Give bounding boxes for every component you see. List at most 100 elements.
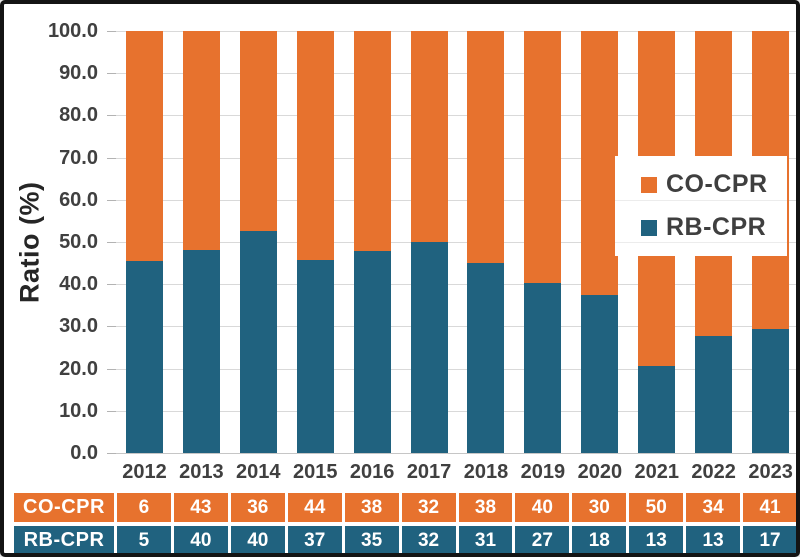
x-tick-label: 2013 (179, 460, 224, 483)
rb-cpr-bar-segment (296, 260, 334, 453)
plot-area: CO-CPR RB-CPR (116, 31, 796, 454)
co-cpr-bar-segment (410, 31, 448, 242)
bar-column (344, 31, 401, 453)
stacked-bar (182, 31, 220, 453)
co-cpr-bar-segment (296, 31, 334, 261)
y-tick-mark (107, 157, 116, 159)
x-tick-label: 2023 (748, 460, 793, 483)
rb-cpr-bar-segment (125, 261, 163, 453)
bar-column (173, 31, 230, 453)
co-cpr-bar-segment (353, 31, 391, 251)
stacked-bar (467, 31, 505, 453)
gridline (116, 326, 796, 328)
gridline (615, 242, 787, 243)
table-value-cell: 17 (743, 526, 796, 553)
x-tick-label: 2016 (349, 460, 395, 483)
table-value-cell: 36 (230, 493, 285, 522)
x-tick-label: 2020 (577, 460, 623, 483)
table-value-cell: 40 (515, 493, 570, 522)
table-value-cell: 13 (629, 526, 684, 553)
table-value-cell: 37 (287, 526, 342, 553)
rb-cpr-bar-segment (353, 250, 391, 453)
x-tick-label: 2017 (406, 460, 452, 483)
y-tick-mark (107, 31, 116, 32)
x-tick-label: 2012 (122, 460, 167, 483)
x-tick-label: 2021 (634, 460, 680, 483)
rb-cpr-bar-segment (410, 242, 448, 453)
rb-cpr-bar-segment (182, 249, 220, 453)
stacked-bar (239, 31, 277, 453)
table-value-cell: 50 (629, 493, 684, 522)
rb-cpr-bar-segment (638, 365, 676, 453)
table-value-cell: 5 (117, 526, 171, 553)
stacked-bar (296, 31, 334, 453)
x-tick-label: 2015 (292, 460, 338, 483)
gridline (116, 31, 796, 32)
table-row: CO-CPR 6 43 36 44 38 32 38 40 30 50 34 41 (14, 493, 796, 522)
table-value-cell: 34 (686, 493, 741, 522)
bar-column (116, 31, 173, 453)
table-value-cell: 44 (287, 493, 342, 522)
bar-column (230, 31, 287, 453)
legend-item-rb-cpr: RB-CPR (641, 213, 787, 242)
table-row-label: RB-CPR (14, 526, 114, 553)
gridline (116, 410, 796, 412)
stacked-bar (581, 31, 619, 453)
y-tick-label: 20.0 (59, 357, 98, 380)
rb-cpr-bar-segment (752, 329, 790, 453)
gridline (116, 368, 796, 370)
table-value-cell: 41 (743, 493, 796, 522)
y-tick-mark (107, 199, 116, 201)
stacked-bar (353, 31, 391, 453)
y-tick-label: 50.0 (59, 231, 98, 253)
table-value-cell: 32 (401, 526, 456, 553)
gridline (116, 115, 796, 117)
table-value-cell: 40 (173, 526, 228, 553)
bar-column (514, 31, 571, 453)
gridline (116, 199, 796, 201)
table-value-cell: 30 (572, 493, 627, 522)
rb-cpr-bar-segment (695, 336, 733, 453)
x-tick-label: 2014 (236, 460, 281, 483)
legend-label-co-cpr: CO-CPR (666, 170, 768, 198)
y-tick-mark (107, 368, 116, 370)
x-tick-label: 2019 (520, 460, 566, 483)
rb-cpr-swatch-icon (641, 219, 657, 236)
y-tick-mark (107, 410, 116, 412)
legend-item-co-cpr: CO-CPR (641, 170, 787, 199)
stacked-bar (410, 31, 448, 453)
gridline (116, 242, 796, 243)
y-tick-label: 30.0 (59, 315, 98, 338)
co-cpr-bar-segment (524, 31, 562, 283)
table-value-cell: 27 (515, 526, 570, 553)
table-value-cell: 43 (173, 493, 228, 522)
legend-label-rb-cpr: RB-CPR (666, 213, 767, 241)
y-tick-mark (107, 115, 116, 117)
y-tick-label: 10.0 (59, 399, 98, 422)
bar-column (287, 31, 344, 453)
co-cpr-bar-segment (581, 31, 619, 295)
table-value-cell: 38 (458, 493, 513, 522)
data-table: CO-CPR 6 43 36 44 38 32 38 40 30 50 34 41 RB-CPR 5 40 40… (14, 493, 796, 553)
y-tick-label: 100.0 (47, 20, 98, 42)
table-value-cell: 38 (344, 493, 399, 522)
x-tick-label: 2022 (691, 460, 736, 483)
rb-cpr-bar-segment (239, 230, 277, 453)
table-value-cell: 13 (686, 526, 741, 553)
y-tick-label: 90.0 (59, 62, 98, 85)
y-tick-label: 40.0 (59, 273, 98, 296)
rb-cpr-bar-segment (581, 294, 619, 453)
bar-column (401, 31, 458, 453)
y-tick-mark (107, 284, 116, 286)
gridline (116, 73, 796, 75)
table-value-cell: 35 (344, 526, 399, 553)
stacked-bar (524, 31, 562, 453)
x-tick-label: 2018 (463, 460, 509, 483)
co-cpr-bar-segment (182, 31, 220, 250)
legend: CO-CPR RB-CPR (615, 156, 787, 256)
y-tick-mark (107, 242, 116, 243)
table-value-cell: 31 (458, 526, 513, 553)
bar-column (458, 31, 515, 453)
y-tick-label: 60.0 (59, 188, 98, 211)
